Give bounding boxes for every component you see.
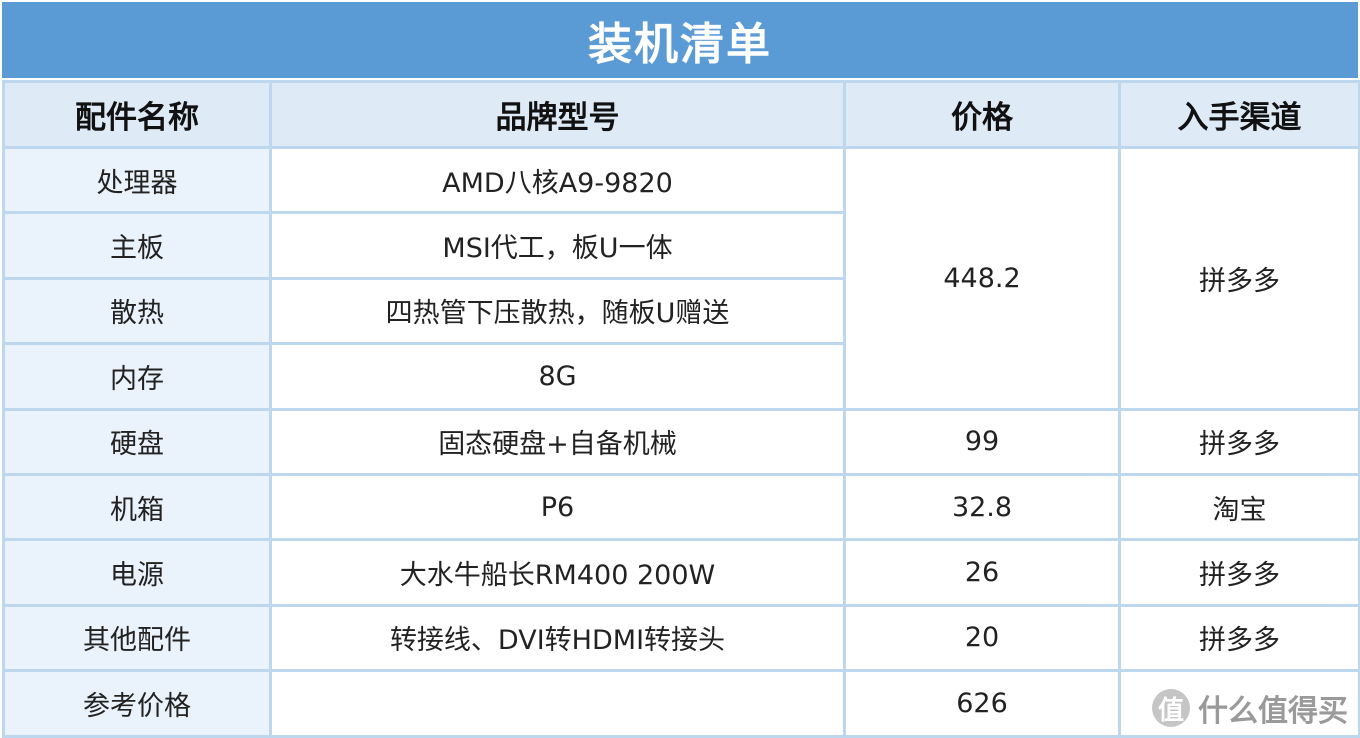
part-name-cell: 其他配件 [2,603,272,673]
header-part-name: 配件名称 [2,80,272,149]
model-cell: 固态硬盘+自备机械 [269,407,846,476]
site-watermark: 值 什么值得买 [1152,688,1348,729]
watermark-logo-icon: 值 [1152,689,1190,727]
model-cell: 四热管下压散热，随板U赠送 [269,276,846,346]
parts-table: 配件名称 品牌型号 价格 入手渠道 处理器 AMD八核A9-9820 448.2… [2,80,1360,738]
part-name-cell: 电源 [2,538,272,607]
channel-cell: 淘宝 [1118,472,1360,542]
total-price-cell: 626 [843,669,1121,738]
model-cell: 大水牛船长RM400 200W [269,538,846,607]
model-cell: 8G [269,342,846,411]
table-row: 散热 四热管下压散热，随板U赠送 [2,276,1360,346]
header-brand-model: 品牌型号 [269,80,846,149]
channel-cell: 拼多多 [1118,538,1360,607]
header-row: 配件名称 品牌型号 价格 入手渠道 [2,80,1360,149]
price-cell: 32.8 [843,472,1121,542]
price-cell: 99 [843,407,1121,476]
part-name-cell: 内存 [2,342,272,411]
table-row: 电源 大水牛船长RM400 200W 26 拼多多 [2,538,1360,607]
sheet-title: 装机清单 [2,2,1358,78]
merged-price-cell: 448.2 [843,146,1121,411]
table-row: 处理器 AMD八核A9-9820 448.2 拼多多 [2,145,1360,411]
part-name-cell: 主板 [2,211,272,280]
part-name-cell: 机箱 [2,472,272,542]
part-name-cell: 硬盘 [2,407,272,476]
channel-cell: 拼多多 [1118,407,1360,476]
total-model-cell [269,669,846,738]
total-label-cell: 参考价格 [2,669,272,738]
channel-cell: 拼多多 [1118,603,1360,673]
watermark-text: 什么值得买 [1198,694,1348,729]
price-cell: 20 [843,603,1121,673]
table-row: 机箱 P6 32.8 淘宝 [2,472,1360,542]
table-row: 硬盘 固态硬盘+自备机械 99 拼多多 [2,407,1360,476]
table-row: 其他配件 转接线、DVI转HDMI转接头 20 拼多多 [2,603,1360,673]
table-row: 主板 MSI代工，板U一体 [2,211,1360,280]
model-cell: P6 [269,472,846,542]
part-name-cell: 散热 [2,276,272,346]
model-cell: 转接线、DVI转HDMI转接头 [269,603,846,673]
merged-channel-cell: 拼多多 [1118,146,1360,411]
model-cell: MSI代工，板U一体 [269,211,846,280]
model-cell: AMD八核A9-9820 [269,145,846,215]
header-price: 价格 [843,80,1121,149]
table-row: 内存 8G [2,342,1360,411]
header-channel: 入手渠道 [1118,80,1360,149]
price-cell: 26 [843,538,1121,607]
part-name-cell: 处理器 [2,145,272,215]
